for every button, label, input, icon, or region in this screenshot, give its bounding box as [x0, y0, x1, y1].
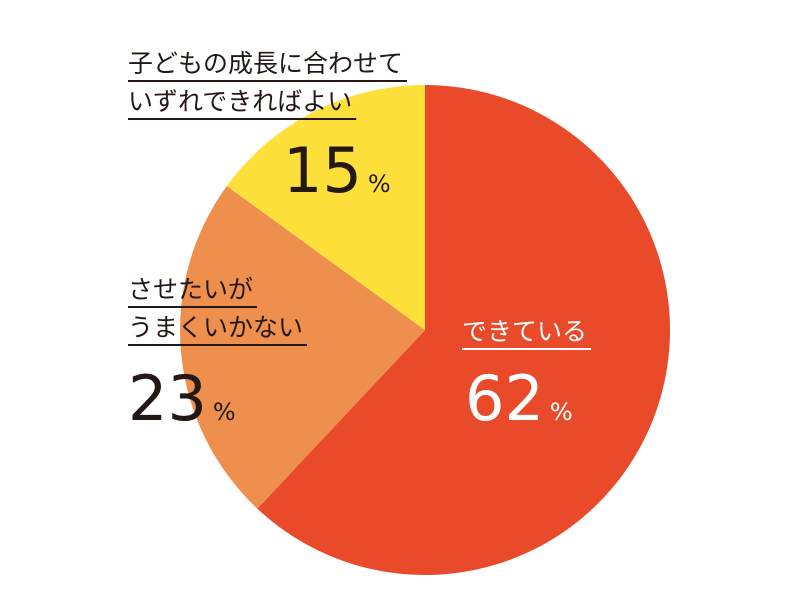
value-number: 23 — [128, 362, 207, 435]
value-number: 15 — [283, 134, 362, 207]
value-unit: % — [213, 398, 236, 426]
value-label: 15% — [283, 134, 391, 207]
value-unit: % — [550, 398, 573, 426]
value-label: 62% — [465, 362, 573, 435]
category-label: 子どもの成長に合わせて — [128, 49, 403, 78]
category-label: させたいが — [128, 275, 253, 304]
pie-slice — [180, 185, 425, 509]
pie-slice — [226, 85, 425, 330]
value-number: 62 — [465, 362, 544, 435]
category-label: できている — [462, 317, 587, 346]
category-label: うまくいかない — [128, 313, 303, 342]
category-label: いずれできればよい — [128, 87, 352, 116]
value-unit: % — [368, 170, 391, 198]
pie-slice — [257, 85, 671, 575]
value-label: 23% — [128, 362, 236, 435]
